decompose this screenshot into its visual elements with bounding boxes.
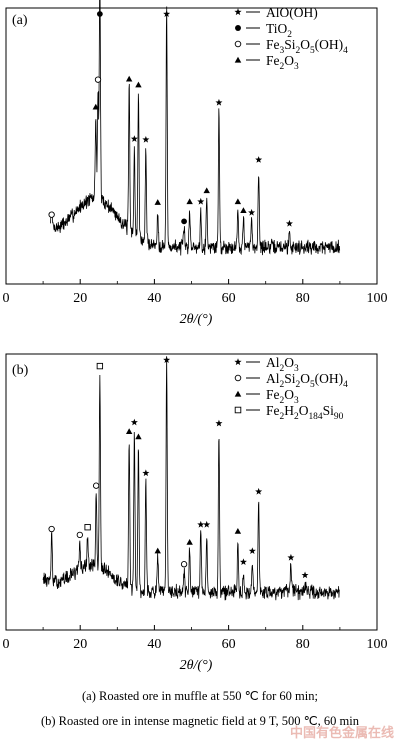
triangle-marker xyxy=(186,538,193,545)
triangle-marker xyxy=(135,81,142,88)
triangle-marker xyxy=(234,198,242,205)
triangle-marker xyxy=(92,103,99,110)
open-circle-marker xyxy=(94,76,102,83)
panel-b-pattern xyxy=(42,356,340,601)
star-marker xyxy=(203,520,211,528)
star-marker xyxy=(215,98,223,106)
open-circle-marker xyxy=(180,561,188,568)
legend-label: Fe2O3 xyxy=(266,53,299,72)
star-marker xyxy=(255,487,263,495)
star-marker xyxy=(130,135,138,142)
triangle-marker xyxy=(240,207,247,213)
triangle-marker xyxy=(154,199,161,205)
star-marker xyxy=(197,197,205,205)
star-marker xyxy=(255,156,263,163)
triangle-marker xyxy=(135,433,142,440)
triangle-marker xyxy=(234,528,242,534)
open-circle-marker xyxy=(48,525,55,533)
open-circle-marker xyxy=(48,211,55,218)
x-tick-label: 80 xyxy=(296,637,310,652)
legend-label: AlO(OH) xyxy=(266,5,318,20)
legend-label: Al2O3 xyxy=(266,355,299,374)
panel-b-label: (b) xyxy=(12,363,29,378)
star-marker xyxy=(215,419,223,427)
star-marker xyxy=(142,469,150,477)
legend-label: Fe2H2O184Si90 xyxy=(266,403,344,422)
caption-a: (a) Roasted ore in muffle at 550 ℃ for 6… xyxy=(82,689,318,703)
filled-circle-marker xyxy=(181,218,187,225)
x-tick-label: 40 xyxy=(147,637,161,652)
open-circle-marker xyxy=(234,374,242,382)
star-marker xyxy=(239,558,247,565)
triangle-marker xyxy=(234,56,242,63)
star-marker xyxy=(163,10,171,17)
triangle-marker xyxy=(186,198,193,205)
legend-label: Fe2O3 xyxy=(266,387,299,406)
star-marker xyxy=(301,571,309,579)
star-marker xyxy=(248,547,256,554)
square-marker xyxy=(96,362,104,370)
open-circle-marker xyxy=(76,531,83,539)
caption-b: (b) Roasted ore in intense magnetic fiel… xyxy=(40,714,360,728)
x-tick-label: 60 xyxy=(222,291,236,306)
x-tick-label: 80 xyxy=(296,291,310,306)
star-marker xyxy=(130,418,138,426)
legend-label: TiO2 xyxy=(266,21,292,40)
triangle-marker xyxy=(125,75,133,82)
star-marker xyxy=(142,135,150,143)
panel-a-x-label: 2θ/(°) xyxy=(180,312,213,327)
x-tick-label: 20 xyxy=(73,637,87,652)
x-tick-label: 0 xyxy=(3,637,10,652)
triangle-marker xyxy=(234,390,242,397)
legend-label: Al2Si2O5(OH)4 xyxy=(266,371,348,390)
filled-circle-marker xyxy=(235,25,241,31)
x-tick-label: 0 xyxy=(3,291,10,306)
panel-a-peak-markers xyxy=(48,10,293,227)
star-marker xyxy=(234,358,242,366)
open-circle-marker xyxy=(92,482,100,489)
panel-b-frame xyxy=(5,353,378,631)
watermark: 中国有色金属在线 xyxy=(289,726,394,741)
panel-b-peak-markers xyxy=(48,356,309,579)
star-marker xyxy=(287,553,295,561)
panel-a-x-axis: 0 20 40 60 80 100 xyxy=(3,279,388,306)
x-tick-label: 20 xyxy=(73,291,87,306)
x-tick-label: 100 xyxy=(367,637,388,652)
panel-a-pattern xyxy=(50,0,341,256)
filled-circle-marker xyxy=(96,11,103,17)
x-tick-label: 40 xyxy=(147,291,161,306)
x-tick-label: 100 xyxy=(367,291,388,306)
panel-b: (b) 0 20 40 60 80 100 Al2O3Al2Si2O5(OH)4Fe2O3… xyxy=(3,353,388,673)
open-circle-marker xyxy=(234,40,242,48)
triangle-marker xyxy=(203,187,210,194)
star-marker xyxy=(197,520,205,528)
x-tick-label: 60 xyxy=(222,637,236,652)
triangle-marker xyxy=(154,547,161,554)
legend-label: Fe3Si2O5(OH)4 xyxy=(266,37,348,56)
square-marker xyxy=(234,406,242,414)
star-marker xyxy=(248,208,256,216)
star-marker xyxy=(163,356,171,363)
star-marker xyxy=(234,8,242,16)
panel-a: (a) 0 20 40 60 80 100 AlO(OH)TiO2Fe3Si2O5(OH)… xyxy=(3,0,388,327)
panel-a-label: (a) xyxy=(12,13,28,28)
panel-b-x-axis: 0 20 40 60 80 100 xyxy=(3,625,388,652)
panel-b-x-label: 2θ/(°) xyxy=(180,658,213,673)
star-marker xyxy=(285,219,293,227)
square-marker xyxy=(84,524,91,531)
triangle-marker xyxy=(125,428,133,434)
